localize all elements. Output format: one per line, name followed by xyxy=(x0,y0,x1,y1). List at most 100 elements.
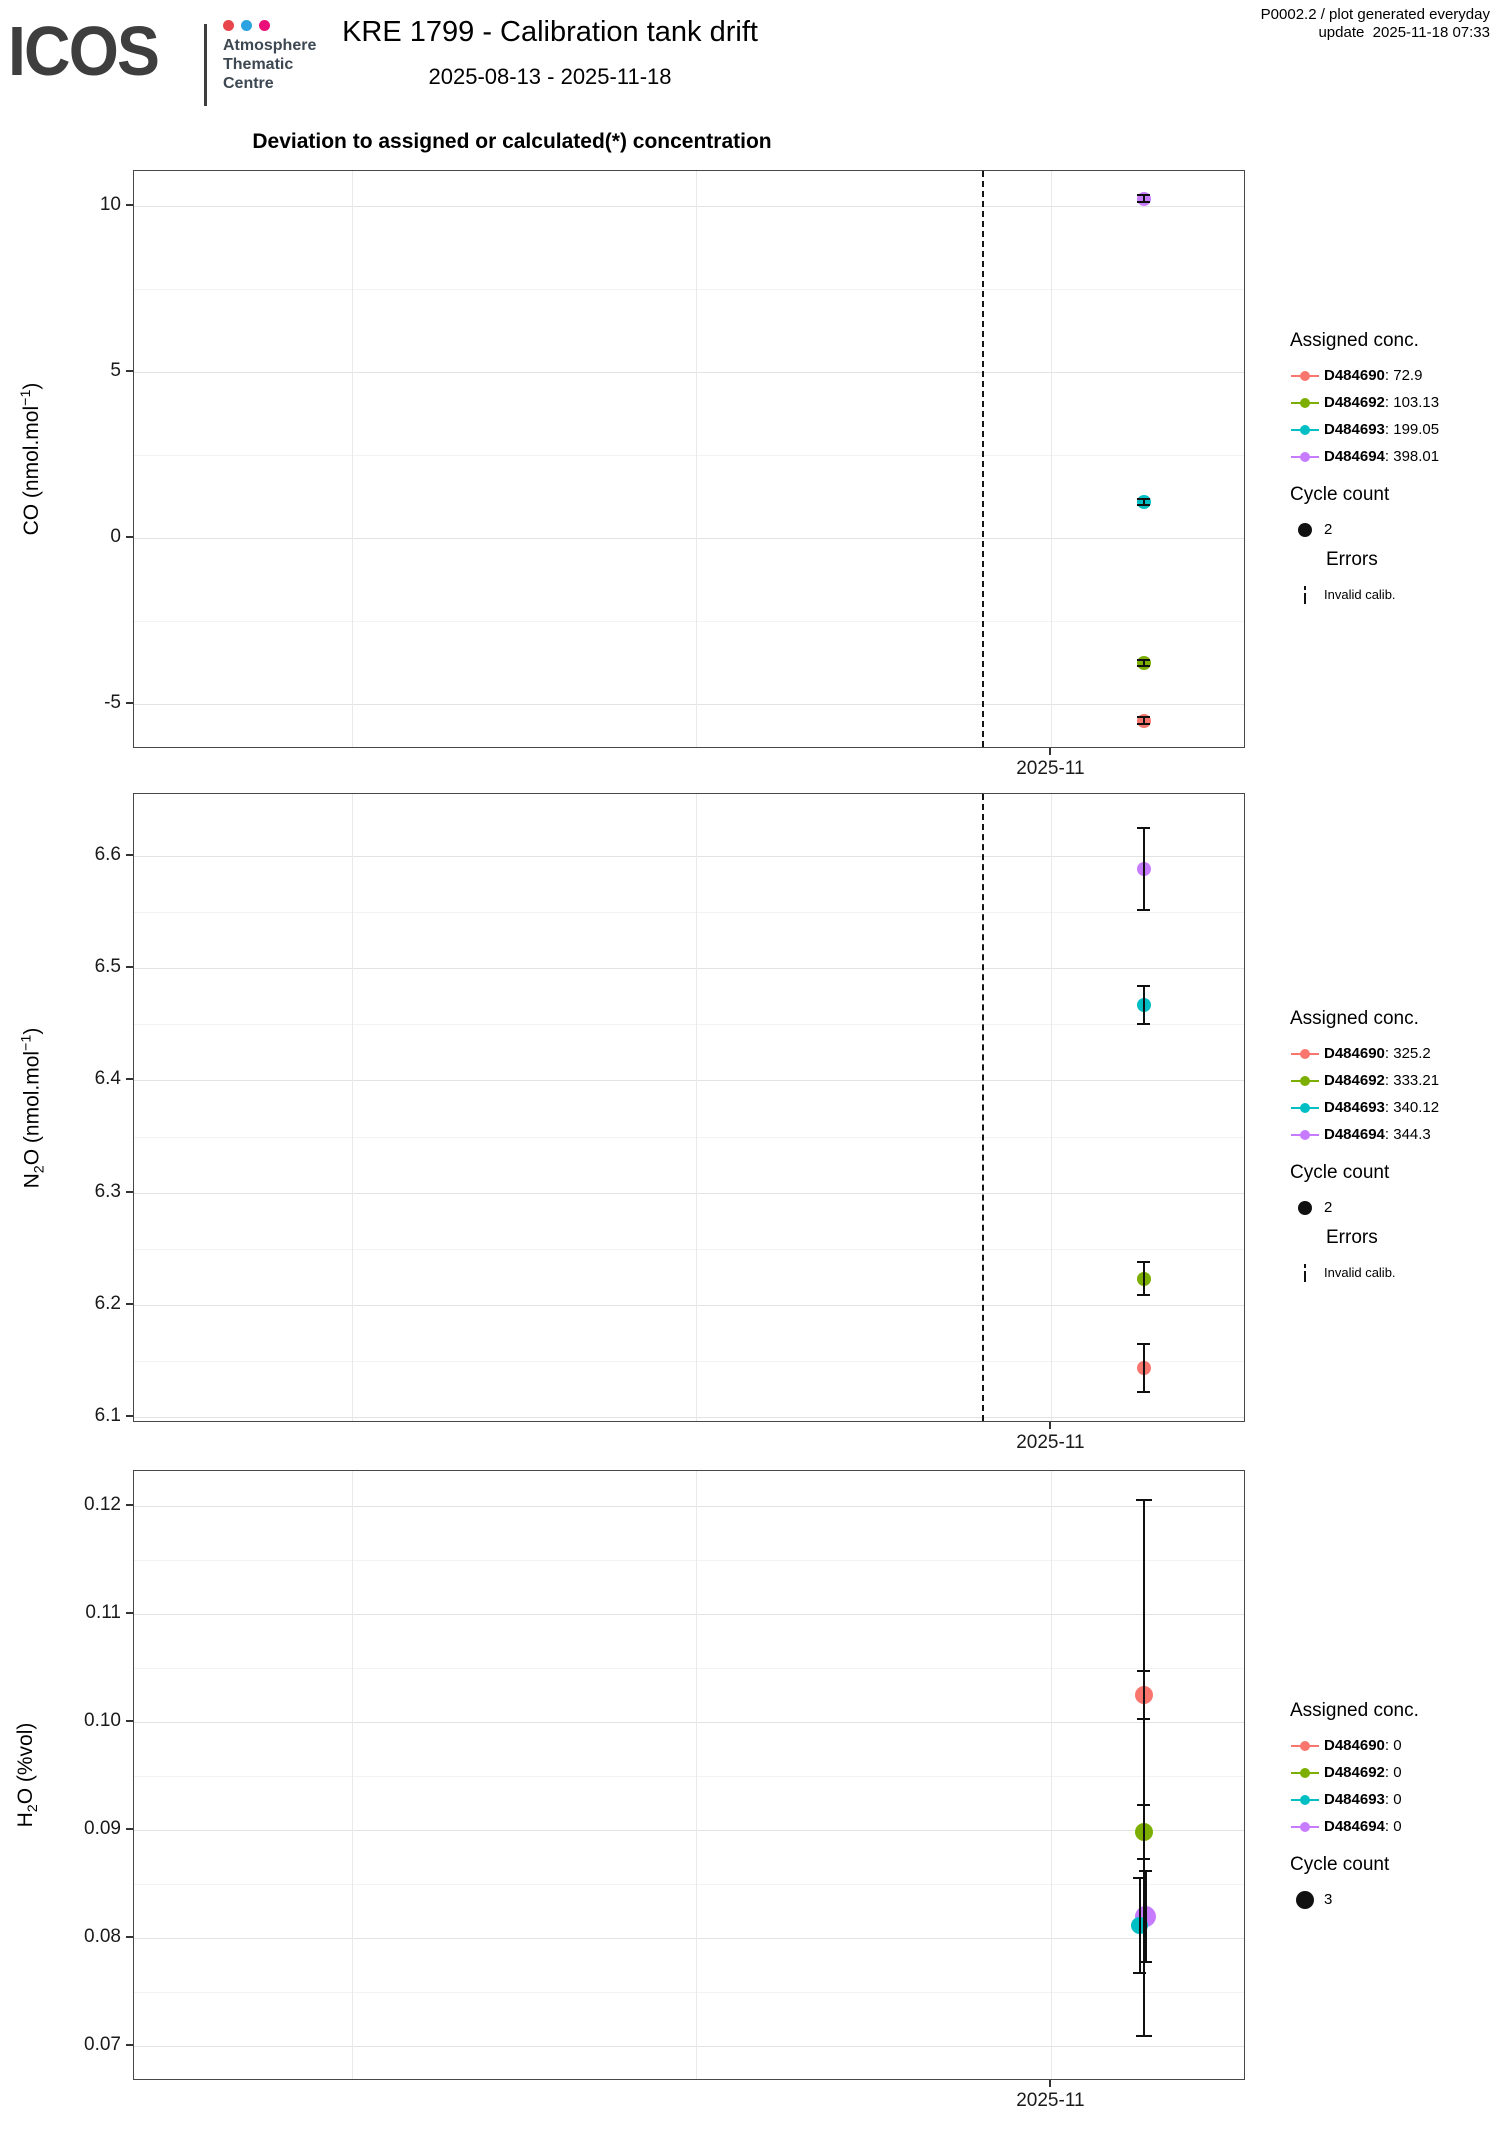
logo-divider xyxy=(204,24,207,106)
error-bar-cap xyxy=(1137,1343,1151,1346)
page-title: KRE 1799 - Calibration tank drift xyxy=(342,16,758,48)
legend-key-icon xyxy=(1290,1786,1324,1813)
legend-item-D484690: D484690: 0 xyxy=(1256,1732,1500,1759)
legend-item-label: D484693: 199.05 xyxy=(1324,421,1439,438)
legend-item-D484693: D484693: 199.05 xyxy=(1256,416,1500,443)
y-tick-label: 0 xyxy=(110,526,121,548)
legend-item-id: D484692 xyxy=(1324,1764,1385,1781)
legend-item-value: : 199.05 xyxy=(1384,421,1440,438)
legend-item-value: : 340.12 xyxy=(1384,1099,1440,1116)
meta-line-1: P0002.2 / plot generated everyday xyxy=(1260,6,1490,23)
gridline-v xyxy=(351,1471,353,2079)
invalid-calib-icon-bar xyxy=(1304,593,1306,604)
legend-item-D484693: D484693: 0 xyxy=(1256,1786,1500,1813)
gridline-h-minor xyxy=(134,1776,1244,1777)
y-tick-label: 10 xyxy=(99,193,121,215)
legend-item-value: : 0 xyxy=(1384,1764,1402,1781)
panel-co xyxy=(133,170,1245,748)
legend-item-D484693: D484693: 340.12 xyxy=(1256,1094,1500,1121)
legend-item-value: : 344.3 xyxy=(1384,1126,1431,1143)
legend-item-id: D484692 xyxy=(1324,1072,1385,1089)
legend-item-D484690: D484690: 72.9 xyxy=(1256,362,1500,389)
legend-item-value: : 0 xyxy=(1384,1791,1402,1808)
error-bar-cap xyxy=(1137,716,1151,719)
invalid-calib-icon-top xyxy=(1304,586,1306,590)
y-tick-label: 6.4 xyxy=(94,1068,121,1090)
error-bar-cap xyxy=(1137,498,1151,501)
gridline-h-major xyxy=(134,1417,1244,1419)
legend-cycle-item: 3 xyxy=(1256,1886,1500,1913)
y-axis-label: H2O (%vol) xyxy=(12,1470,42,2080)
y-tick xyxy=(126,1719,133,1722)
legend-item-id: D484692 xyxy=(1324,394,1385,411)
y-tick xyxy=(126,536,133,539)
legend-cycle-dot xyxy=(1298,1200,1312,1215)
page-heading: Deviation to assigned or calculated(*) c… xyxy=(252,130,772,153)
legend-key-icon xyxy=(1290,1732,1324,1759)
legend-item-label: D484694: 344.3 xyxy=(1324,1126,1431,1143)
y-tick xyxy=(126,1078,133,1081)
gridline-v xyxy=(695,794,697,1421)
gridline-h-major xyxy=(134,1938,1244,1940)
y-axis-label-sub: 2 xyxy=(25,1804,42,1813)
cycle-count-dot-icon xyxy=(1290,516,1324,543)
y-axis-label-sup: −1 xyxy=(18,389,34,406)
error-bar-line xyxy=(1142,827,1145,910)
logo-dots xyxy=(223,20,316,31)
gridline-h-minor xyxy=(134,1136,1244,1138)
y-tick-label: 0.11 xyxy=(85,1601,121,1623)
legend-item-D484692: D484692: 0 xyxy=(1256,1759,1500,1786)
legend-key-dot xyxy=(1300,1076,1310,1086)
legend-item-id: D484694 xyxy=(1324,448,1385,465)
x-tick xyxy=(1049,2080,1052,2087)
legend-item-value: : 72.9 xyxy=(1384,367,1423,384)
legend-cycle-item: 2 xyxy=(1256,516,1500,543)
legend-key-dot xyxy=(1300,1795,1310,1805)
legend-item-id: D484693 xyxy=(1324,421,1385,438)
legend-key-icon xyxy=(1290,1067,1324,1094)
legend-key-icon xyxy=(1290,362,1324,389)
logo-org-line: Atmosphere xyxy=(223,37,317,54)
gridline-h-minor xyxy=(134,1248,1244,1250)
gridline-h-major xyxy=(134,1505,1244,1507)
legend-key-dot xyxy=(1300,1822,1310,1832)
legend-key-dot xyxy=(1300,1049,1310,1059)
y-tick xyxy=(126,203,133,206)
error-bar-cap xyxy=(1137,985,1151,988)
error-bar-line xyxy=(1142,1344,1145,1392)
y-axis-label-sub: 2 xyxy=(31,1164,48,1173)
legend-key-icon xyxy=(1290,1759,1324,1786)
legend-title: Assigned conc. xyxy=(1290,1700,1419,1721)
logo-dot xyxy=(223,20,234,31)
gridline-h-minor xyxy=(134,1559,1244,1561)
legend-item-label: D484690: 325.2 xyxy=(1324,1045,1431,1062)
legend-key-dot xyxy=(1300,1130,1310,1140)
gridline-h-major xyxy=(134,1613,1244,1615)
legend-item-label: D484692: 103.13 xyxy=(1324,394,1439,411)
error-bar-cap xyxy=(1135,1499,1152,1502)
gridline-v xyxy=(1051,794,1053,1421)
legend-key-icon xyxy=(1290,1813,1324,1840)
y-tick xyxy=(126,702,133,705)
gridline-h-minor xyxy=(134,911,1244,913)
y-axis-label-text: ) xyxy=(20,1027,43,1035)
legend-key-icon xyxy=(1290,1121,1324,1148)
error-bar-cap xyxy=(1137,1390,1151,1393)
y-tick-label: 0.12 xyxy=(84,1493,121,1515)
panel-h2o xyxy=(133,1470,1245,2080)
error-bar-cap xyxy=(1137,504,1151,507)
y-axis-label-text: N xyxy=(20,1172,43,1188)
legend-item-id: D484690 xyxy=(1324,1737,1385,1754)
y-tick-label: 6.2 xyxy=(94,1293,121,1315)
legend-key-dot xyxy=(1300,1103,1310,1113)
legend-item-id: D484690 xyxy=(1324,367,1385,384)
error-bar-line xyxy=(1144,1871,1147,1963)
legend-cycle-value: 3 xyxy=(1324,1891,1333,1908)
y-tick-label: -5 xyxy=(104,692,121,714)
x-tick-label: 2025-11 xyxy=(1016,2090,1085,2111)
y-tick xyxy=(126,369,133,372)
legend-key-icon xyxy=(1290,443,1324,470)
legend-key-icon xyxy=(1290,416,1324,443)
legend-item-label: D484690: 0 xyxy=(1324,1737,1402,1754)
